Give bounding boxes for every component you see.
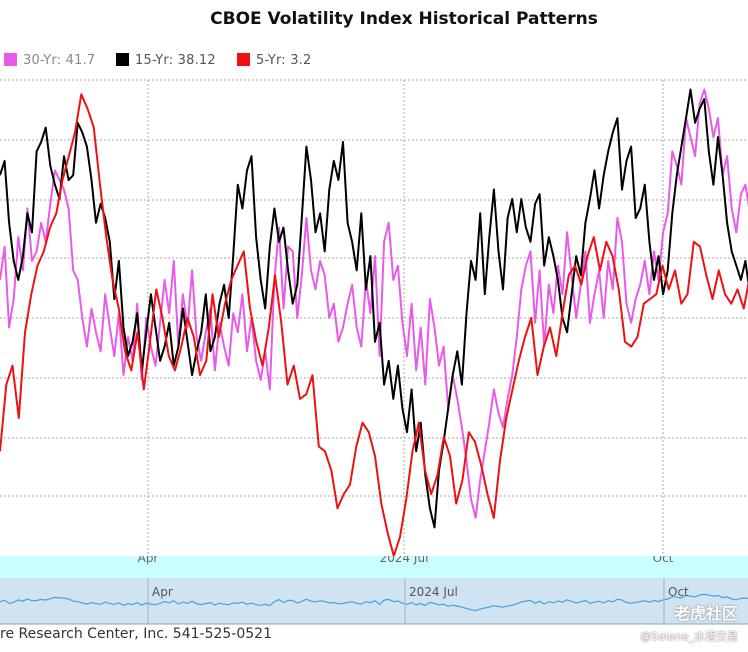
navigator-series-line <box>0 593 748 612</box>
navigator-tick-label: Apr <box>152 585 173 599</box>
legend-item-30yr[interactable]: 30-Yr: 41.7 <box>4 53 95 69</box>
navigator-axis-band <box>0 556 748 578</box>
x-tick-label: Apr <box>138 556 159 565</box>
legend-swatch-30yr <box>4 53 17 66</box>
watermark: 老虎社区 @Selene_水语交易 <box>640 600 738 644</box>
chart-title: CBOE Volatility Index Historical Pattern… <box>210 9 598 29</box>
series-line-0 <box>0 88 748 519</box>
navigator-bar[interactable]: Apr 2024 Jul Oct Apr 2024 Jul Oct <box>0 556 748 626</box>
legend-label-30yr: 30-Yr: 41.7 <box>23 53 96 68</box>
legend-swatch-5yr <box>237 53 250 66</box>
legend-label-5yr: 5-Yr: 3.2 <box>256 53 312 68</box>
watermark-title: 老虎社区 <box>673 604 738 623</box>
x-tick-label: Oct <box>653 556 674 565</box>
main-plot-area[interactable] <box>0 78 748 556</box>
legend-item-5yr[interactable]: 5-Yr: 3.2 <box>237 53 311 69</box>
watermark-handle: @Selene_水语交易 <box>640 630 738 643</box>
legend-item-15yr[interactable]: 15-Yr: 38.12 <box>116 53 216 69</box>
x-tick-label: 2024 Jul <box>380 556 429 565</box>
series-line-1 <box>0 88 748 529</box>
legend-swatch-15yr <box>116 53 129 66</box>
navigator-tick-label: Oct <box>668 585 689 599</box>
series-line-2 <box>0 93 748 556</box>
footer-credit: re Research Center, Inc. 541-525-0521 <box>0 626 272 642</box>
legend-label-15yr: 15-Yr: 38.12 <box>135 53 216 68</box>
navigator-tick-label: 2024 Jul <box>409 585 458 599</box>
